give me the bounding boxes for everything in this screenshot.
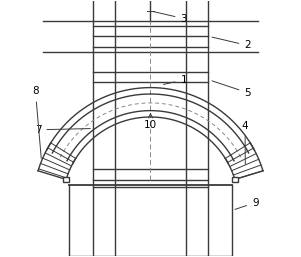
- Text: 5: 5: [212, 81, 251, 98]
- Text: 2: 2: [212, 37, 251, 50]
- Bar: [232, 177, 238, 182]
- Text: 1: 1: [163, 75, 187, 85]
- Text: 7: 7: [35, 125, 90, 135]
- Text: 4: 4: [242, 121, 248, 164]
- Text: 3: 3: [153, 12, 187, 24]
- Bar: [63, 177, 69, 182]
- Text: 9: 9: [235, 198, 259, 209]
- Text: 10: 10: [144, 114, 157, 130]
- Text: 8: 8: [32, 86, 41, 158]
